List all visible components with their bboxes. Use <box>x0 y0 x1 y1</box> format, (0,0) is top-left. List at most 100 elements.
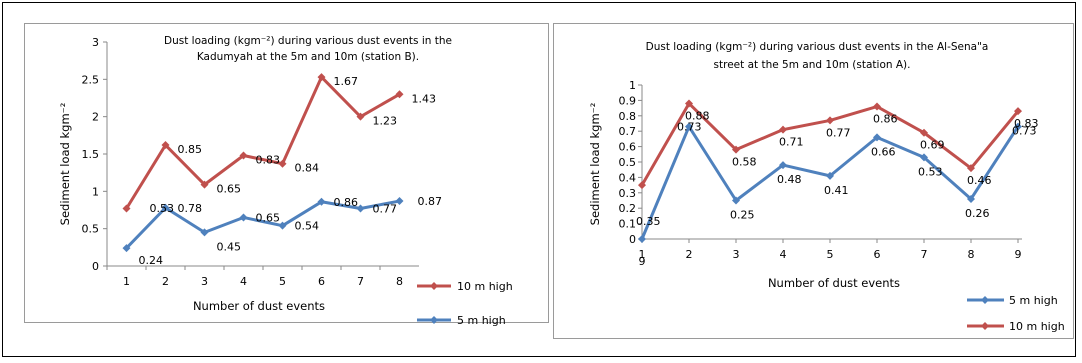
x-tick-label: 5 <box>827 248 834 261</box>
data-label: 0.45 <box>217 240 242 253</box>
data-label: 0.83 <box>1014 117 1039 130</box>
chart-station-a: Dust loading (kgm⁻²) during various dust… <box>553 23 1074 339</box>
data-point <box>122 204 131 213</box>
legend-marker <box>981 322 989 330</box>
data-label: 0.26 <box>965 207 990 220</box>
data-label: 0.88 <box>685 109 710 122</box>
legend-label: 5 m high <box>1009 294 1058 307</box>
series-line <box>125 75 401 210</box>
data-label: 0.87 <box>418 195 443 208</box>
chart-station-a-svg: Dust loading (kgm⁻²) during various dust… <box>588 41 1065 333</box>
x-tick-label: 7 <box>921 248 928 261</box>
x-tick-label: 6 <box>874 248 881 261</box>
data-point <box>395 90 404 99</box>
data-label: 0.24 <box>139 254 164 267</box>
data-label: 0.83 <box>256 153 281 166</box>
data-point <box>732 196 740 205</box>
data-point <box>826 171 834 180</box>
data-point <box>161 203 170 212</box>
data-point <box>356 112 365 121</box>
data-point <box>873 102 881 111</box>
data-label: 0.69 <box>920 139 945 152</box>
data-point <box>200 228 209 237</box>
data-label: 0.86 <box>334 196 359 209</box>
data-label: 0.78 <box>178 202 203 215</box>
chart-title-line-2: Kadumyah at the 5m and 10m (station B). <box>197 51 419 63</box>
data-label: 0.86 <box>873 113 898 126</box>
data-point <box>1014 107 1022 116</box>
legend-label: 5 m high <box>457 314 506 327</box>
y-tick-label: 3 <box>92 36 99 49</box>
data-point <box>122 244 131 253</box>
data-label: 0.77 <box>373 203 398 216</box>
x-tick-label: 3 <box>201 275 208 288</box>
data-point <box>779 125 787 134</box>
x-tick-label: 1 <box>123 275 130 288</box>
data-label: 0.25 <box>730 209 755 222</box>
x-tick-label: 8 <box>968 248 975 261</box>
x-tick-label: 2 <box>162 275 169 288</box>
data-point <box>967 194 975 203</box>
data-point <box>638 235 646 243</box>
x-tick-label: 7 <box>357 275 364 288</box>
legend-marker <box>430 282 438 290</box>
x-tick-label: 3 <box>733 248 740 261</box>
series-line <box>125 199 400 250</box>
data-point <box>920 153 928 162</box>
chart-station-b-svg: Dust loading (kgm⁻²) during various dust… <box>58 35 513 327</box>
data-point <box>826 116 834 125</box>
data-point <box>395 197 404 206</box>
x-tick-label: 4 <box>780 248 787 261</box>
data-label: 0.65 <box>217 183 242 196</box>
x-axis-label: Number of dust events <box>768 276 900 290</box>
data-point <box>685 122 693 131</box>
y-tick-label: 0.7 <box>619 125 637 138</box>
data-label: 0.53 <box>150 202 175 215</box>
data-point <box>239 151 248 160</box>
data-label: 0.53 <box>918 165 943 178</box>
data-label: 0.46 <box>967 174 992 187</box>
x-tick-label: 9 <box>1015 248 1022 261</box>
data-label: 0.65 <box>256 211 281 224</box>
data-point <box>873 133 881 142</box>
legend-marker <box>430 316 438 324</box>
y-axis-label: Sediment load kgm⁻² <box>588 103 602 226</box>
data-point <box>161 141 170 150</box>
x-tick-label-overlap: 9 <box>639 255 646 268</box>
data-label: 0.71 <box>779 136 804 149</box>
data-label: 1.43 <box>412 92 437 105</box>
data-point <box>732 145 740 154</box>
data-point <box>239 213 248 222</box>
data-label: 0.77 <box>826 126 851 139</box>
data-point <box>317 197 326 206</box>
y-tick-label: 0.5 <box>619 156 637 169</box>
legend-marker <box>981 296 989 304</box>
y-tick-label: 0 <box>92 260 99 273</box>
y-tick-label: 0.1 <box>619 218 637 231</box>
x-tick-label: 1 <box>639 248 646 261</box>
data-point <box>920 128 928 137</box>
figure-frame <box>2 2 1076 357</box>
data-point <box>685 99 693 108</box>
y-tick-label: 0.4 <box>619 171 637 184</box>
data-point <box>317 73 326 82</box>
data-label: 0.48 <box>777 173 802 186</box>
y-tick-label: 0.6 <box>619 141 637 154</box>
y-tick-label: 1.5 <box>82 148 100 161</box>
y-tick-label: 0.3 <box>619 187 637 200</box>
x-tick-label: 4 <box>240 275 247 288</box>
chart-station-b: Dust loading (kgm⁻²) during various dust… <box>24 23 549 327</box>
y-tick-label: 0.2 <box>619 202 637 215</box>
data-label: 0.85 <box>178 143 203 156</box>
data-label: 1.67 <box>334 75 359 88</box>
y-tick-label: 0 <box>629 233 636 246</box>
data-point <box>967 164 975 173</box>
y-tick-label: 0.5 <box>82 223 100 236</box>
x-tick-label: 8 <box>396 275 403 288</box>
data-point <box>1014 122 1022 131</box>
data-label: 1.23 <box>373 115 398 128</box>
x-tick-label: 2 <box>686 248 693 261</box>
data-label: 0.73 <box>1012 125 1037 138</box>
legend-label: 10 m high <box>457 280 513 293</box>
data-point <box>779 161 787 170</box>
